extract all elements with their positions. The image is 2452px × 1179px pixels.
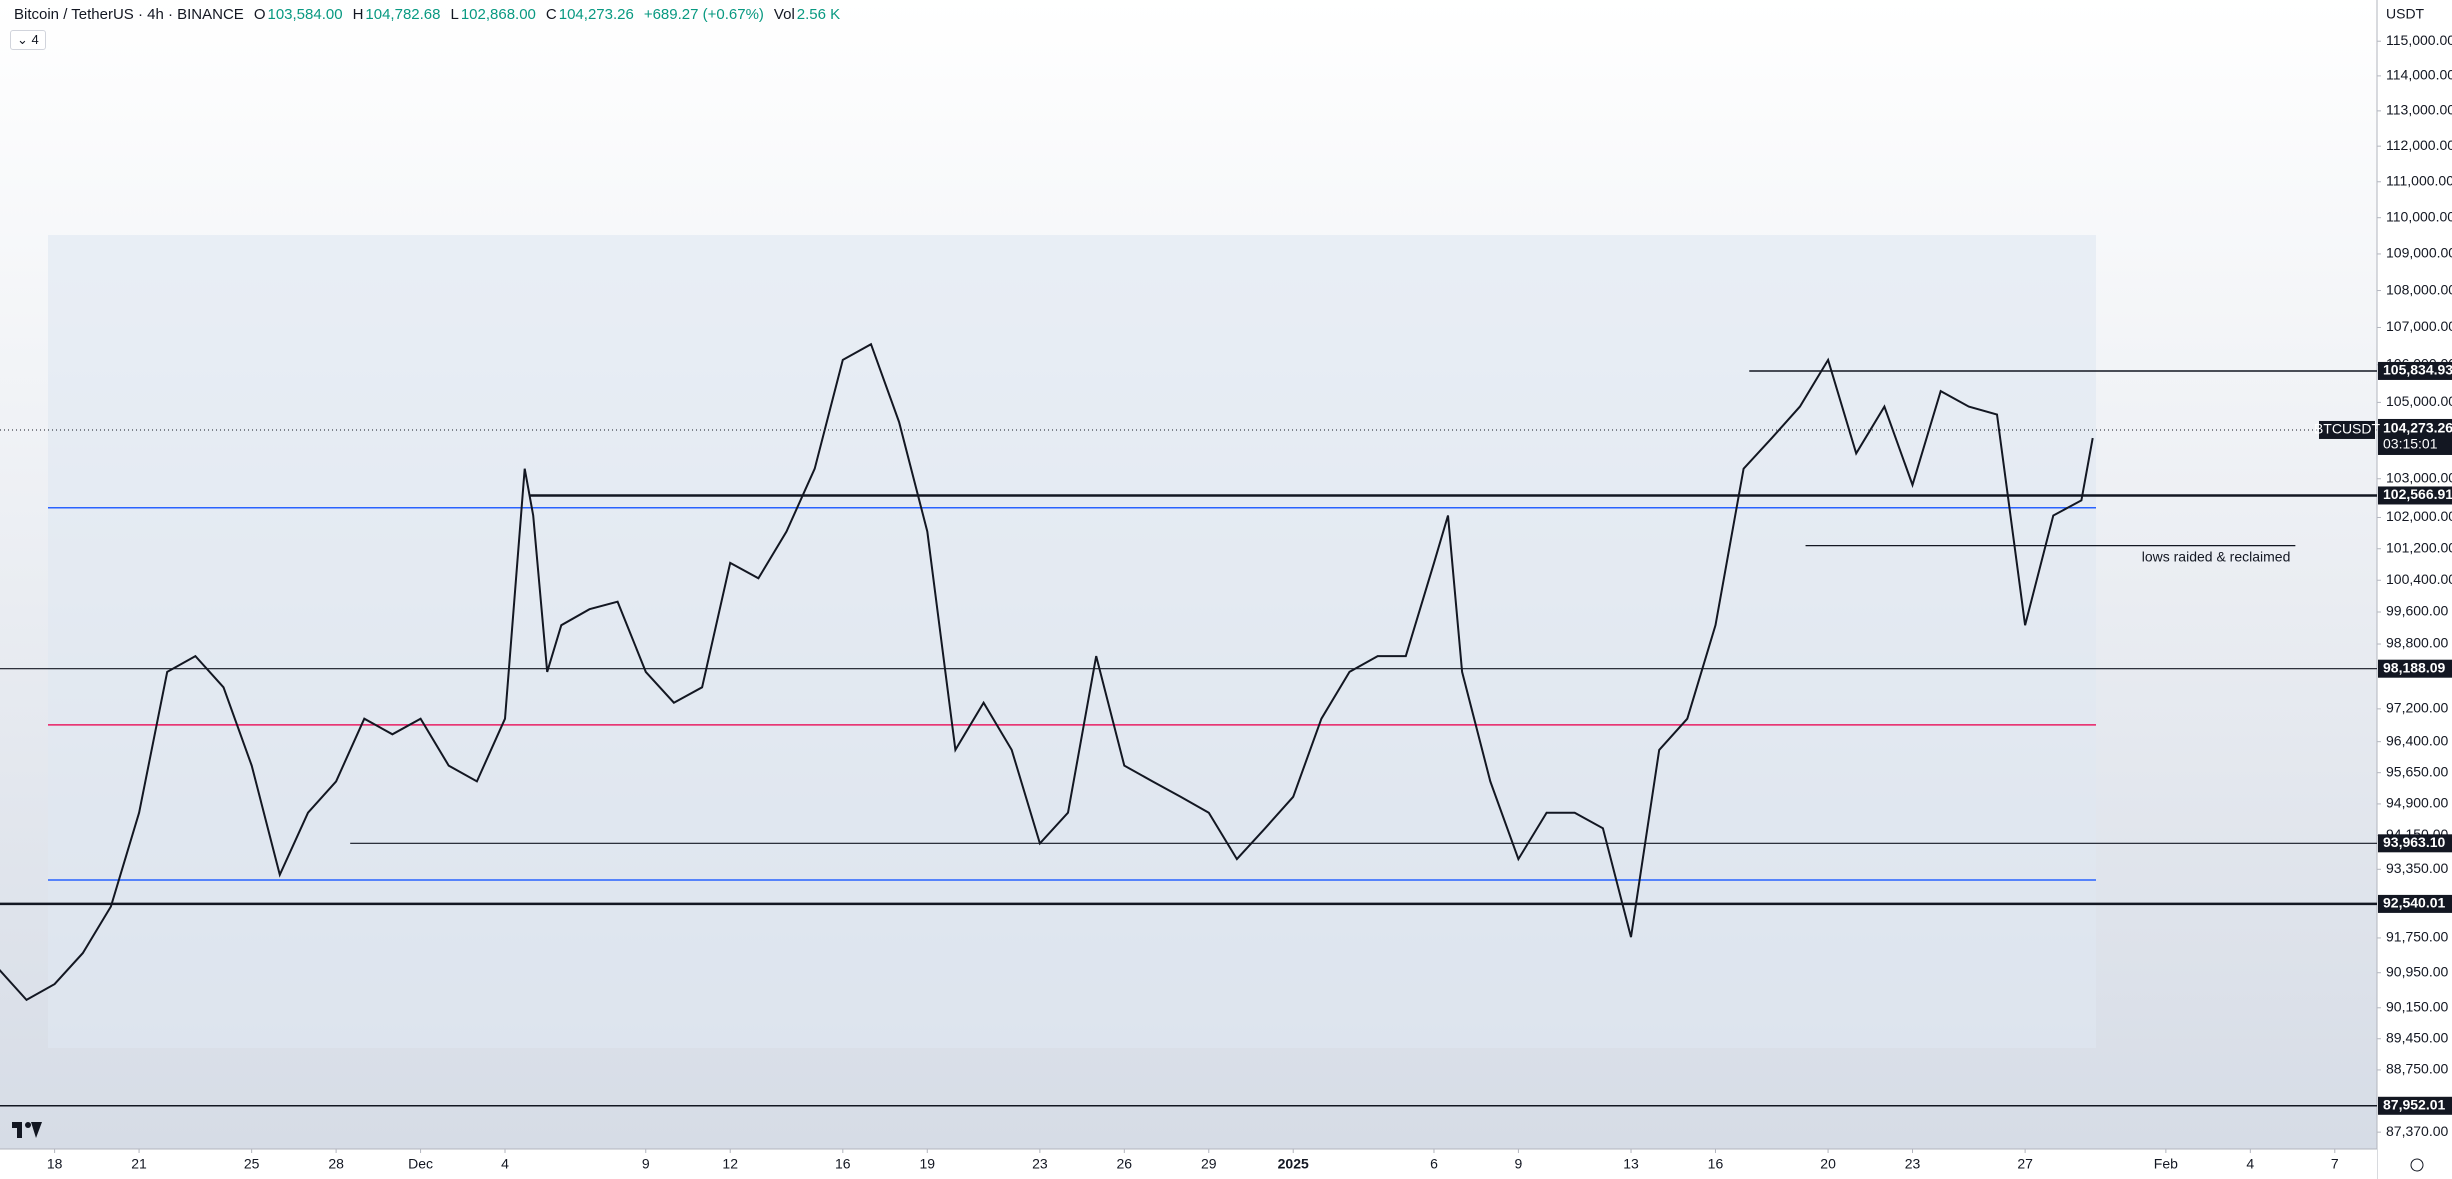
x-tick-label: Feb: [2154, 1156, 2178, 1172]
ohlc-key: O: [253, 6, 266, 23]
y-tick-label: 111,000.00: [2386, 172, 2452, 188]
y-tick-label: 114,000.00: [2386, 67, 2452, 83]
y-tick-label: 89,450.00: [2386, 1029, 2448, 1045]
y-tick-label: 91,750.00: [2386, 929, 2448, 945]
last-price-tag: [2378, 418, 2452, 455]
x-tick-label: 4: [501, 1156, 509, 1172]
level-label: 87,952.01: [2383, 1096, 2445, 1112]
price-line: [0, 342, 2094, 1002]
y-tick-label: 103,000.00: [2386, 469, 2452, 485]
x-tick-label: 2025: [1278, 1156, 1309, 1172]
tv-logo: [12, 1122, 42, 1138]
level-label: 93,963.10: [2383, 834, 2445, 850]
y-tick-label: 97,200.00: [2386, 700, 2448, 716]
y-tick-label: 94,900.00: [2386, 795, 2448, 811]
x-tick-label: 26: [1117, 1156, 1133, 1172]
ohlc-value: 102,868.00: [460, 6, 536, 23]
y-tick-label: 96,400.00: [2386, 732, 2448, 748]
y-tick-label: 110,000.00: [2386, 208, 2452, 224]
y-tick-label: 95,650.00: [2386, 763, 2448, 779]
y-tick-label: 105,000.00: [2386, 393, 2452, 409]
y-tick-label: 112,000.00: [2386, 137, 2452, 153]
y-tick-label: 93,350.00: [2386, 860, 2448, 876]
x-tick-label: 6: [1430, 1156, 1438, 1172]
x-tick-label: 12: [722, 1156, 738, 1172]
ohlc-value: 103,584.00: [267, 6, 343, 23]
y-tick-label: 100,400.00: [2386, 571, 2452, 587]
x-tick-label: 4: [2246, 1156, 2254, 1172]
y-tick-label: 113,000.00: [2386, 102, 2452, 118]
time-axis: [0, 1149, 2377, 1179]
range-box: [48, 235, 2096, 1048]
level-tag: [2378, 659, 2452, 678]
symbol: Bitcoin / TetherUS · 4h · BINANCE: [14, 6, 244, 23]
x-tick-label: 7: [2331, 1156, 2339, 1172]
x-tick-label: Dec: [408, 1156, 433, 1172]
y-tick-label: 102,000.00: [2386, 508, 2452, 524]
y-tick-label: 115,000.00: [2386, 32, 2452, 48]
change: +689.27 (+0.67%): [643, 6, 764, 23]
volume-key: Vol: [773, 6, 795, 23]
volume-value: 2.56 K: [796, 6, 841, 23]
indicator-count: 4: [31, 32, 39, 47]
last-price-label: 104,273.26: [2383, 420, 2452, 436]
ohlc-key: H: [352, 6, 364, 23]
y-tick-label: 88,750.00: [2386, 1061, 2448, 1077]
x-tick-label: 16: [835, 1156, 851, 1172]
ohlc-key: C: [545, 6, 557, 23]
level-tag: [2378, 894, 2452, 913]
ohlc-item: C 104,273.26: [546, 6, 634, 23]
ohlc-item: H 104,782.68: [353, 6, 441, 23]
y-tick-label: 99,600.00: [2386, 603, 2448, 619]
settings-icon[interactable]: [2410, 1158, 2424, 1172]
level-label: 105,834.93: [2383, 362, 2452, 378]
ohlc-value: 104,782.68: [365, 6, 441, 23]
ohlc-value: 104,273.26: [558, 6, 634, 23]
x-tick-label: 19: [919, 1156, 935, 1172]
price-axis: [2377, 0, 2452, 1179]
ohlc-item: O 103,584.00: [254, 6, 343, 23]
level-tag: [2378, 486, 2452, 505]
currency: USDT: [2386, 6, 2425, 22]
level-label: 92,540.01: [2383, 895, 2445, 911]
x-tick-label: 9: [1515, 1156, 1523, 1172]
x-tick-label: 27: [2017, 1156, 2033, 1172]
level-label: 102,566.91: [2383, 486, 2452, 502]
y-tick-label: 108,000.00: [2386, 281, 2452, 297]
y-tick-label: 101,200.00: [2386, 539, 2452, 555]
x-tick-label: 13: [1623, 1156, 1639, 1172]
x-tick-label: 28: [328, 1156, 344, 1172]
y-tick-label: 87,370.00: [2386, 1123, 2448, 1139]
ohlc-key: L: [450, 6, 459, 23]
x-tick-label: 21: [131, 1156, 147, 1172]
x-tick-label: 29: [1201, 1156, 1217, 1172]
header: Bitcoin / TetherUS · 4h · BINANCE O 103,5…: [14, 6, 840, 23]
y-tick-label: 90,150.00: [2386, 998, 2448, 1014]
symbol-label: BTCUSDT: [2314, 421, 2381, 437]
y-tick-label: 98,800.00: [2386, 635, 2448, 651]
level-tag: [2378, 834, 2452, 853]
symbol-tag: [2319, 420, 2375, 439]
x-tick-label: 25: [244, 1156, 260, 1172]
y-tick-label: 107,000.00: [2386, 318, 2452, 334]
x-tick-label: 23: [1032, 1156, 1048, 1172]
x-tick-label: 9: [642, 1156, 650, 1172]
x-tick-label: 16: [1708, 1156, 1724, 1172]
y-tick-label: 90,950.00: [2386, 963, 2448, 979]
x-tick-label: 23: [1905, 1156, 1921, 1172]
y-tick-label: 109,000.00: [2386, 245, 2452, 261]
x-tick-label: 18: [47, 1156, 63, 1172]
countdown: 03:15:01: [2383, 436, 2438, 452]
level-label: 98,188.09: [2383, 659, 2445, 675]
level-tag: [2378, 1096, 2452, 1115]
annotation-text: lows raided & reclaimed: [2142, 548, 2291, 564]
level-tag: [2378, 361, 2452, 380]
volume: Vol 2.56 K: [774, 6, 840, 23]
ohlc-item: L 102,868.00: [450, 6, 535, 23]
indicators-toggle[interactable]: ⌄ 4: [10, 30, 46, 50]
x-tick-label: 20: [1820, 1156, 1836, 1172]
